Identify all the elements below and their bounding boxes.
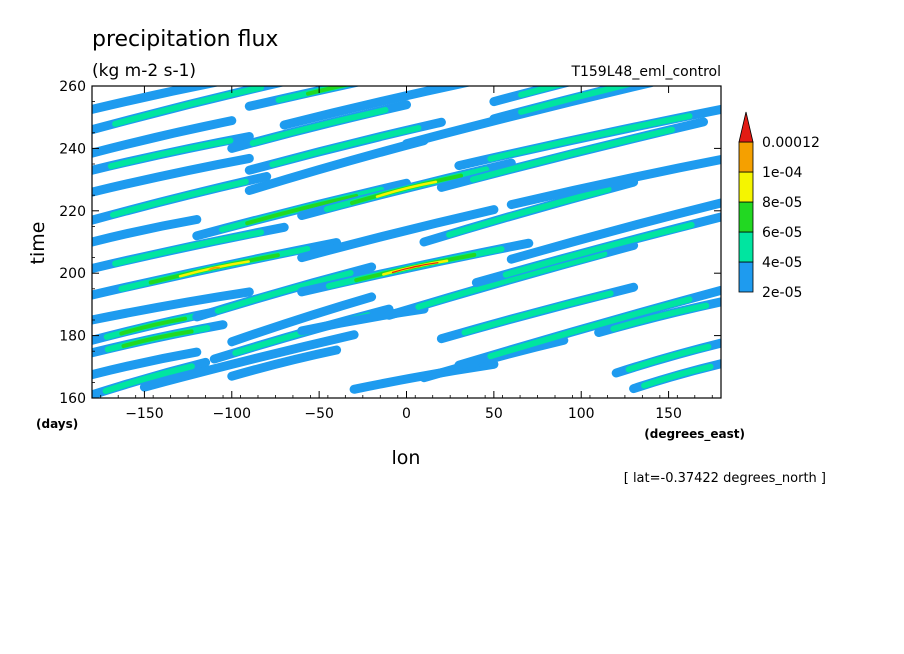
x-tick-label: 50 xyxy=(485,406,503,422)
precip-band xyxy=(92,116,237,158)
y-tick-label: 200 xyxy=(59,266,86,282)
precip-band xyxy=(506,155,721,210)
y-tick-label: 220 xyxy=(59,204,86,220)
legend-overflow-triangle xyxy=(738,111,754,143)
precip-band xyxy=(454,104,721,171)
precip-band xyxy=(279,86,472,130)
precip-band xyxy=(436,117,708,192)
latitude-footnote: [ lat=-0.37422 degrees_north ] xyxy=(624,471,826,486)
precip-band xyxy=(92,132,254,175)
precip-band xyxy=(92,172,272,225)
precip-band xyxy=(227,100,411,153)
precip-band xyxy=(297,238,534,297)
legend-level-label: 6e-05 xyxy=(762,225,802,241)
x-axis: −150 −100 −50 0 50 100 150 xyxy=(100,86,713,422)
precip-band xyxy=(192,178,411,241)
precip-band xyxy=(192,262,377,322)
y-axis-label: time xyxy=(27,222,49,265)
precip-band xyxy=(92,86,220,114)
precip-band xyxy=(489,86,640,124)
precip-band xyxy=(471,212,721,288)
legend-level-label: 0.00012 xyxy=(762,135,820,151)
precip-band xyxy=(92,287,254,325)
x-tick-label: −150 xyxy=(125,406,163,422)
y-tick-label: 160 xyxy=(59,391,86,407)
legend-swatch xyxy=(738,141,754,173)
run-label: T159L48_eml_control xyxy=(570,64,721,80)
legend-level-label: 4e-05 xyxy=(762,255,802,271)
precipitation-field xyxy=(92,86,721,398)
precip-band xyxy=(92,238,342,300)
precip-band xyxy=(436,282,639,344)
legend-swatch xyxy=(738,231,754,263)
precip-band xyxy=(384,240,639,320)
y-units-label: (days) xyxy=(36,417,78,431)
x-tick-label: 150 xyxy=(655,406,682,422)
legend-level-label: 8e-05 xyxy=(762,195,802,211)
precip-band xyxy=(629,359,721,394)
legend-swatch xyxy=(738,261,754,293)
y-tick-label: 240 xyxy=(59,141,86,157)
precip-band xyxy=(227,345,342,381)
precip-band xyxy=(454,285,721,370)
y-tick-label: 260 xyxy=(59,79,86,95)
colorbar-legend: 2e-05 4e-05 6e-05 8e-05 1e-04 0.00012 xyxy=(738,111,820,301)
precip-band xyxy=(611,338,721,378)
x-axis-label: lon xyxy=(392,447,421,469)
x-tick-label: −100 xyxy=(213,406,251,422)
x-tick-label: 0 xyxy=(402,406,411,422)
precip-band xyxy=(139,330,359,392)
precip-band xyxy=(297,158,516,220)
precip-band xyxy=(227,292,377,347)
x-tick-label: −50 xyxy=(304,406,334,422)
legend-level-label: 2e-05 xyxy=(762,285,802,301)
precip-band xyxy=(419,177,639,247)
precip-band xyxy=(92,357,211,398)
chart-title: precipitation flux xyxy=(92,27,278,52)
precip-band xyxy=(489,86,572,107)
precip-band xyxy=(297,205,499,263)
precip-band xyxy=(244,86,361,111)
precip-band xyxy=(92,215,202,247)
legend-level-label: 1e-04 xyxy=(762,165,802,181)
precip-band xyxy=(244,117,446,175)
precip-band xyxy=(92,347,202,380)
y-tick-label: 180 xyxy=(59,329,86,345)
legend-swatch xyxy=(738,201,754,233)
precip-band xyxy=(92,320,228,358)
x-units-label: (degrees_east) xyxy=(644,427,745,442)
precip-band xyxy=(92,153,254,197)
chart-subtitle: (kg m-2 s-1) xyxy=(92,61,196,81)
legend-swatch xyxy=(738,171,754,203)
y-axis: 160 180 200 220 240 260 xyxy=(59,79,721,407)
x-tick-label: 100 xyxy=(568,406,595,422)
precip-band xyxy=(92,86,286,135)
precip-band xyxy=(506,198,721,264)
precip-band xyxy=(594,297,721,337)
precip-band xyxy=(92,222,289,273)
